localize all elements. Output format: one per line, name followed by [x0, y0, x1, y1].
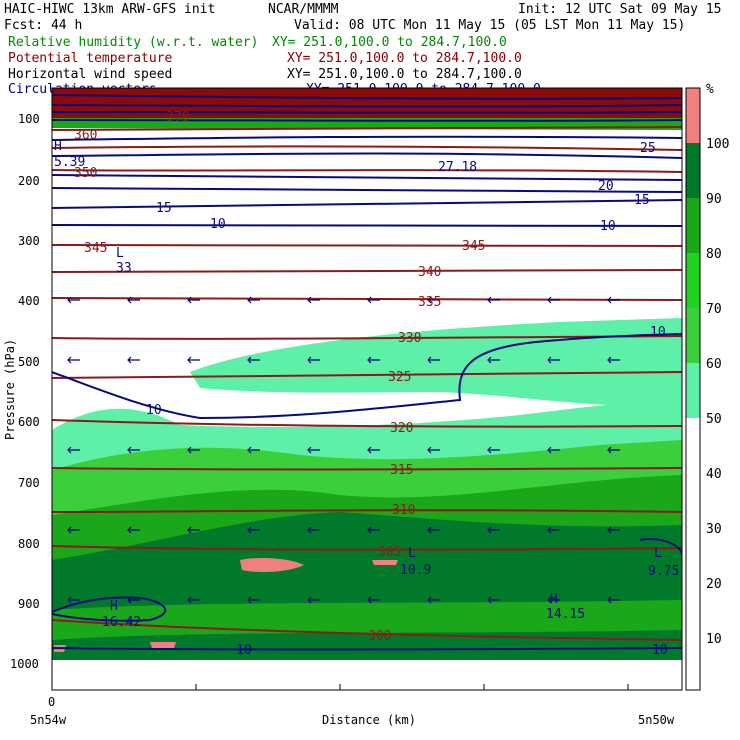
colorbar-swatch-low	[686, 418, 700, 690]
forecast-hour: Fcst: 44 h	[4, 18, 82, 33]
wind-label-10f: 10	[652, 643, 668, 658]
theta-label-360: 360	[74, 128, 97, 143]
colorbar-label-40: 40	[706, 467, 722, 482]
y-tick-500: 500	[18, 355, 40, 369]
wind-extrema-2718: 27.18	[438, 160, 477, 175]
marker-high-1: H	[54, 139, 62, 154]
legend-label-theta: Potential temperature	[8, 51, 173, 66]
terrain-ground	[52, 660, 682, 690]
colorbar-label-70: 70	[706, 302, 722, 317]
theta-label-320: 320	[390, 421, 413, 436]
legend-xy-wind: XY= 251.0,100.0 to 284.7,100.0	[287, 67, 522, 82]
colorbar-label-20: 20	[706, 577, 722, 592]
x-tick-zero: 0	[48, 695, 55, 709]
wind-label-25: 25	[640, 141, 656, 156]
colorbar-label-50: 50	[706, 412, 722, 427]
wind-label-15a: 15	[156, 201, 172, 216]
y-axis: 100 200 300 400 500 600 700 800 900 1000…	[3, 112, 40, 671]
theta-label-340: 340	[418, 265, 441, 280]
wind-extrema-1415: 14.15	[546, 607, 585, 622]
chart-header: HAIC-HIWC 13km ARW-GFS init NCAR/MMMM In…	[4, 2, 722, 97]
marker-low-1: L	[116, 246, 124, 261]
colorbar-frame	[685, 87, 701, 691]
wind-label-10d: 10	[650, 325, 666, 340]
theta-label-370: 370	[166, 110, 189, 125]
plot-area: 345 345 340 335 330 325 320 315 310 305 …	[52, 88, 682, 690]
y-tick-300: 300	[18, 234, 40, 248]
wind-label-10e: 10	[236, 643, 252, 658]
wind-label-20: 20	[598, 179, 614, 194]
wind-label-15b: 15	[634, 193, 650, 208]
chart-title: HAIC-HIWC 13km ARW-GFS init	[4, 2, 215, 17]
marker-high-2: H	[110, 599, 118, 614]
legend-label-rh: Relative humidity (w.r.t. water)	[8, 35, 258, 50]
theta-label-350: 350	[74, 166, 97, 181]
x-axis-label: Distance (km)	[322, 713, 416, 727]
theta-labels: 345 345 340 335 330 325 320 315 310 305 …	[74, 110, 485, 644]
x-right-location: 5n50w	[638, 713, 675, 727]
theta-label-325: 325	[388, 370, 411, 385]
colorbar-swatch-80	[686, 198, 700, 253]
marker-low-2: L	[408, 546, 416, 561]
wind-label-10a: 10	[210, 217, 226, 232]
theta-label-335: 335	[418, 295, 441, 310]
wind-extrema-975: 9.75	[648, 564, 679, 579]
y-tick-600: 600	[18, 415, 40, 429]
y-tick-700: 700	[18, 476, 40, 490]
circulation-vectors	[67, 296, 620, 604]
y-tick-400: 400	[18, 294, 40, 308]
colorbar-label-10: 10	[706, 632, 722, 647]
colorbar-swatch-60	[686, 308, 700, 363]
y-tick-800: 800	[18, 537, 40, 551]
y-tick-1000: 1000	[10, 657, 39, 671]
y-tick-200: 200	[18, 174, 40, 188]
wind-label-10b: 10	[600, 219, 616, 234]
y-tick-900: 900	[18, 597, 40, 611]
rh-patch-pink-4	[150, 642, 176, 648]
colorbar-label-30: 30	[706, 522, 722, 537]
legend-label-wind: Horizontal wind speed	[8, 67, 172, 82]
colorbar-label-100: 100	[706, 137, 729, 152]
colorbar-unit: %	[706, 82, 714, 97]
plot-frame	[51, 87, 683, 691]
init-time: Init: 12 UTC Sat 09 May 15	[518, 2, 722, 17]
theta-label-305: 305	[378, 545, 401, 560]
wind-extrema-1642: 16.42	[102, 615, 141, 630]
legend-xy-rh: XY= 251.0,100.0 to 284.7,100.0	[272, 35, 507, 50]
colorbar-swatch-100plus	[686, 88, 700, 143]
legend-xy-theta: XY= 251.0,100.0 to 284.7,100.0	[287, 51, 522, 66]
colorbar-label-60: 60	[706, 357, 722, 372]
theta-label-345b: 345	[462, 239, 485, 254]
colorbar-swatch-50	[686, 363, 700, 418]
marker-low-3: L	[654, 546, 662, 561]
rh-patch-pink-2	[372, 560, 398, 565]
colorbar-swatch-90	[686, 143, 700, 198]
wind-extrema-109: 10.9	[400, 563, 431, 578]
wind-extrema-33: 33	[116, 261, 132, 276]
x-axis: 0 5n54w Distance (km) 5n50w	[30, 684, 675, 727]
wind-extrema-533: 5.39	[54, 155, 85, 170]
rh-patch-pink-1	[240, 557, 304, 573]
colorbar-label-80: 80	[706, 247, 722, 262]
wind-labels: 10 10 15 15 20 25 10 10 10 10 5.39 33 10…	[54, 139, 679, 658]
x-left-location: 5n54w	[30, 713, 67, 727]
marker-high-3: H	[550, 592, 558, 607]
wind-label-10c: 10	[146, 403, 162, 418]
colorbar-label-90: 90	[706, 192, 722, 207]
producer-label: NCAR/MMMM	[268, 2, 339, 17]
theta-label-330: 330	[398, 331, 421, 346]
theta-label-300: 300	[368, 629, 391, 644]
theta-label-310: 310	[392, 503, 415, 518]
theta-label-345: 345	[84, 241, 107, 256]
theta-contours	[52, 126, 682, 641]
y-axis-label: Pressure (hPa)	[3, 339, 17, 440]
theta-label-315: 315	[390, 463, 413, 478]
colorbar-swatch-70	[686, 253, 700, 308]
y-tick-100: 100	[18, 112, 40, 126]
colorbar: % 100 90 80 70 60 50 40 30 20 10	[685, 82, 729, 691]
valid-time: Valid: 08 UTC Mon 11 May 15 (05 LST Mon …	[294, 18, 685, 33]
